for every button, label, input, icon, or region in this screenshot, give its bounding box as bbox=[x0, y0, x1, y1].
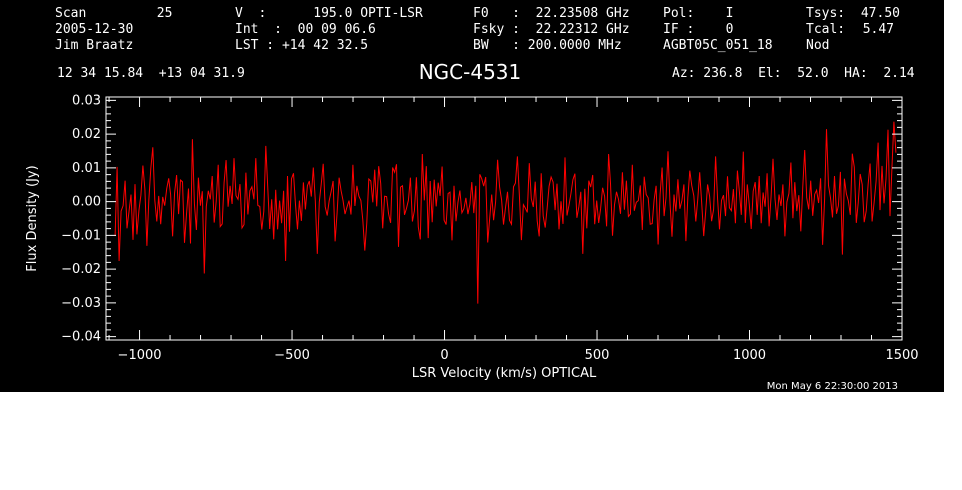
rest-frequency: F0 : 22.23508 GHz bbox=[473, 6, 630, 21]
if-number: IF : 0 bbox=[663, 22, 734, 37]
x-tick-label: −1000 bbox=[118, 348, 162, 363]
plot-timestamp: Mon May 6 22:30:00 2013 bbox=[767, 381, 898, 392]
tcal-value: 5.47 bbox=[862, 22, 894, 37]
source-name: NGC-4531 bbox=[418, 60, 522, 84]
plot-panel: Scan 25 2005-12-30 Jim Braatz V : 195.0 … bbox=[0, 0, 944, 392]
tsys-label: Tsys: bbox=[806, 6, 846, 21]
y-tick-label: 0.01 bbox=[72, 161, 101, 176]
y-tick-label: −0.04 bbox=[61, 330, 101, 345]
spectrum-series-line bbox=[114, 121, 897, 304]
y-tick-label: 0.02 bbox=[72, 127, 101, 142]
plot-frame bbox=[105, 96, 903, 341]
scan-number: Scan 25 bbox=[55, 6, 173, 21]
y-tick-label: −0.01 bbox=[61, 228, 101, 243]
bandwidth: BW : 200.0000 MHz bbox=[473, 38, 622, 53]
polarization: Pol: I bbox=[663, 6, 734, 21]
y-tick-label: −0.03 bbox=[61, 296, 101, 311]
x-tick-label: 0 bbox=[440, 348, 448, 363]
tcal-label: Tcal: bbox=[806, 22, 846, 37]
spectrum-chart: −1000 −500 0 500 1000 1500 0.03 0.02 0.01 0.00 −0.… bbox=[25, 93, 919, 392]
project-id: AGBT05C_051_18 bbox=[663, 38, 773, 53]
x-tick-label: 1500 bbox=[885, 348, 918, 363]
y-tick-label: 0.03 bbox=[72, 93, 101, 108]
procedure-name: Nod bbox=[806, 38, 830, 53]
lst-info: LST : +14 42 32.5 bbox=[235, 38, 369, 53]
observer-name: Jim Braatz bbox=[55, 38, 134, 53]
x-axis-title: LSR Velocity (km/s) OPTICAL bbox=[412, 366, 597, 381]
x-tick-label: −500 bbox=[274, 348, 310, 363]
y-axis-title: Flux Density (Jy) bbox=[25, 165, 40, 271]
x-tick-label: 500 bbox=[585, 348, 610, 363]
sky-frequency: Fsky : 22.22312 GHz bbox=[473, 22, 630, 37]
y-tick-label: 0.00 bbox=[72, 195, 101, 210]
az-el-ha: Az: 236.8 El: 52.0 HA: 2.14 bbox=[672, 66, 915, 81]
x-tick-label: 1000 bbox=[733, 348, 766, 363]
y-tick-label: −0.02 bbox=[61, 262, 101, 277]
source-coordinates: 12 34 15.84 +13 04 31.9 bbox=[57, 66, 245, 81]
observation-date: 2005-12-30 bbox=[55, 22, 134, 37]
integration-time: Int : 00 09 06.6 bbox=[235, 22, 376, 37]
tsys-value: 47.50 bbox=[860, 6, 900, 21]
velocity-info: V : 195.0 OPTI-LSR bbox=[235, 6, 423, 21]
